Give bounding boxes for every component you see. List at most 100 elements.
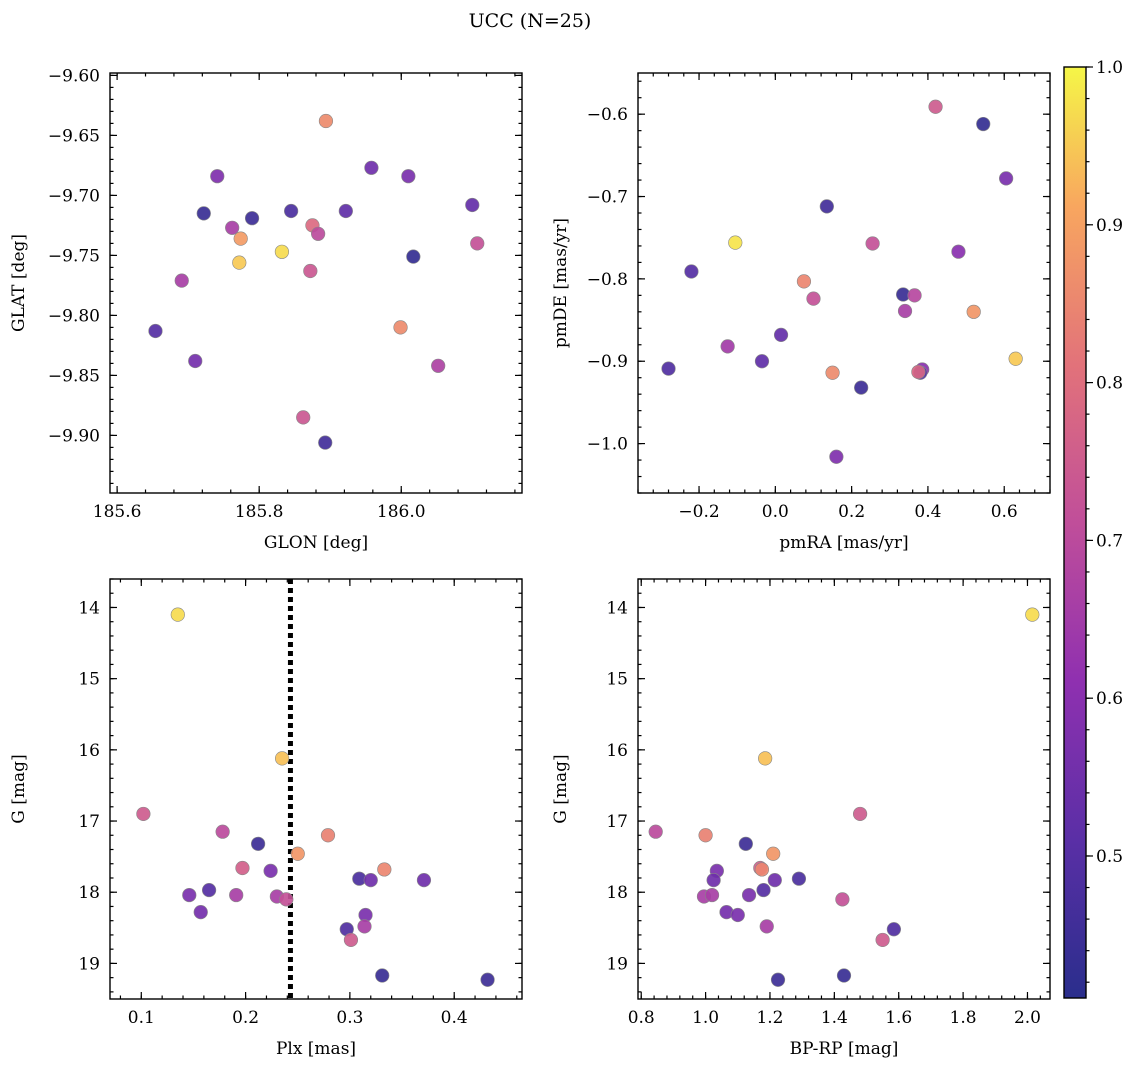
scatter-point: [796, 274, 812, 289]
scatter-point: [756, 882, 771, 898]
scatter-point: [741, 887, 757, 903]
x-axis-label: Plx [mas]: [276, 1039, 356, 1059]
scatter-point: [196, 206, 211, 221]
scatter-point: [210, 169, 225, 184]
x-tick-label: 0.6: [991, 502, 1018, 522]
colorbar-tick-label: 0.9: [1096, 216, 1123, 236]
y-tick-label: 15: [606, 670, 628, 690]
scatter-point: [311, 226, 326, 241]
scatter-point: [728, 235, 743, 250]
scatter-point: [470, 236, 485, 251]
scatter-point: [406, 249, 421, 264]
scatter-point: [698, 828, 713, 843]
x-tick-label: −0.2: [678, 502, 719, 522]
scatter-point: [263, 863, 278, 878]
scatter-point: [825, 365, 840, 380]
x-tick-label: 0.4: [441, 1008, 468, 1028]
scatter-point: [363, 873, 378, 888]
y-tick-label: 19: [78, 954, 100, 974]
x-tick-label: 1.4: [821, 1008, 848, 1028]
x-tick-label: 1.8: [950, 1008, 977, 1028]
y-tick-label: −1.0: [587, 435, 628, 455]
scatter-point: [318, 435, 333, 450]
x-tick-label: 0.8: [628, 1008, 655, 1028]
scatter-point: [182, 887, 197, 903]
scatter-point: [275, 751, 290, 766]
plot-frame: [109, 578, 523, 1000]
scatter-point: [720, 339, 735, 354]
x-tick-label: 0.3: [336, 1008, 363, 1028]
scatter-point: [338, 203, 353, 219]
scatter-point: [296, 410, 311, 425]
panel-plx-g: 0.1 0.2 0.3 0.4 14 15 16 17 18 19 Plx [mas] G [mag]: [9, 578, 523, 1059]
scatter-point: [911, 364, 926, 380]
figure-title: UCC (N=25): [469, 10, 592, 32]
scatter-point: [819, 199, 834, 214]
y-tick-label: 14: [606, 598, 628, 618]
colorbar-tick-label: 0.8: [1096, 374, 1123, 394]
scatter-point: [279, 892, 294, 907]
scatter-point: [661, 361, 676, 376]
scatter-point: [251, 836, 266, 851]
y-tick-label: 19: [606, 954, 628, 974]
scatter-point: [377, 862, 392, 877]
x-axis-label: GLON [deg]: [264, 533, 368, 553]
scatter-point: [244, 211, 260, 226]
colorbar-frame: [1063, 66, 1087, 999]
y-tick-label: 16: [78, 741, 100, 761]
x-tick-label: 0.2: [232, 1008, 259, 1028]
plot-frame: [637, 578, 1051, 1000]
scatter-point: [791, 871, 807, 886]
x-tick-label: 1.0: [692, 1008, 719, 1028]
y-tick-label: −9.90: [48, 426, 100, 446]
x-axis-label: pmRA [mas/yr]: [779, 533, 908, 553]
colorbar-tick-label: 0.6: [1096, 689, 1123, 709]
colorbar-tick-label: 0.5: [1096, 847, 1123, 867]
x-tick-label: 185.8: [235, 502, 284, 522]
y-tick-label: −9.85: [48, 366, 100, 386]
panel-pmra-pmde: −0.2 0.0 0.2 0.4 0.6 −0.6 −0.7 −0.8 −0.9 −1.0 pmRA…: [551, 72, 1051, 553]
scatter-point: [401, 169, 416, 184]
scatter-point: [966, 304, 981, 319]
scatter-point: [836, 968, 852, 983]
scatter-point: [1008, 351, 1023, 366]
y-tick-label: 14: [78, 598, 100, 618]
scatter-point: [754, 354, 770, 369]
y-tick-label: 16: [606, 741, 628, 761]
x-tick-label: 186.0: [377, 502, 426, 522]
scatter-point: [852, 806, 868, 822]
scatter-point: [375, 968, 390, 983]
colorbar-tick-label: 0.7: [1096, 531, 1123, 551]
scatter-point: [897, 303, 913, 319]
scatter-point: [875, 932, 890, 948]
plot-frame: [637, 72, 1051, 494]
scatter-point: [754, 862, 770, 877]
scatter-point: [136, 806, 151, 822]
scatter-point: [201, 882, 217, 898]
scatter-point: [886, 922, 901, 937]
y-tick-label: −9.80: [48, 306, 100, 326]
x-tick-label: 1.2: [756, 1008, 783, 1028]
scatter-point: [806, 291, 821, 306]
panel-glon-glat: 185.6 185.8 186.0 −9.60 −9.65 −9.70 −9.75 −9.80…: [9, 66, 523, 553]
scatter-point: [1025, 607, 1040, 622]
scatter-point: [229, 887, 244, 903]
y-axis-label: GLAT [deg]: [9, 234, 29, 332]
colorbar-gradient: [1064, 67, 1086, 998]
scatter-point: [759, 919, 774, 934]
scatter-point: [766, 846, 781, 861]
x-axis-label: BP-RP [mag]: [790, 1039, 899, 1059]
y-tick-label: −9.60: [48, 66, 100, 86]
scatter-point: [976, 116, 991, 132]
scatter-point: [148, 323, 163, 339]
y-axis-label: G [mag]: [551, 754, 571, 823]
scatter-point: [480, 972, 495, 987]
scatter-point: [758, 751, 773, 766]
y-tick-label: −0.9: [587, 352, 628, 372]
scatter-point: [684, 264, 699, 279]
scatter-point: [284, 203, 299, 219]
scatter-point: [290, 846, 305, 861]
scatter-point: [465, 197, 480, 213]
scatter-point: [170, 607, 185, 622]
